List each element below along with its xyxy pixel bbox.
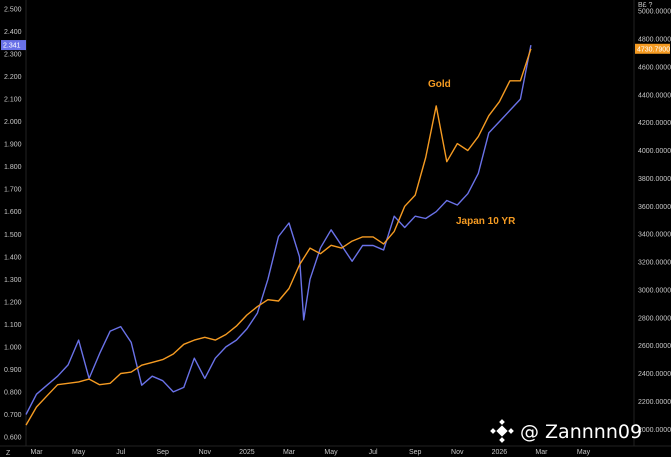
left-tick-label: 0.900 <box>4 367 22 374</box>
right-tick-label: 4200.0000 <box>638 120 671 127</box>
left-tick-label: 0.700 <box>4 412 22 419</box>
x-tick-label: Mar <box>283 449 296 456</box>
left-axis-ticks: 0.600 0.700 0.800 0.900 1.000 1.100 1.200 1.300… <box>4 7 22 442</box>
right-tick-label: 3000.0000 <box>638 287 671 294</box>
x-tick-label: Nov <box>199 449 212 456</box>
watermark-handle: @ Zannnn09 <box>520 421 642 443</box>
left-tick-label: 1.100 <box>4 322 22 329</box>
left-tick-label: 1.300 <box>4 277 22 284</box>
series-line-0 <box>25 44 532 415</box>
left-tick-label: 1.500 <box>4 232 22 239</box>
last-value-badge-0 <box>1 40 26 51</box>
left-tick-label: 2.500 <box>4 7 22 14</box>
last-value-text-1: 4730.7900 <box>637 46 670 53</box>
right-tick-label: 4400.0000 <box>638 92 671 99</box>
left-tick-label: 1.600 <box>4 209 22 216</box>
right-tick-label: 2000.0000 <box>638 427 671 434</box>
right-tick-label: 2600.0000 <box>638 343 671 350</box>
series-labels: Japan 10 YR Gold <box>428 79 516 227</box>
x-tick-label: Sep <box>409 449 422 456</box>
last-value-badges: 2.341 4730.7900 <box>1 40 670 54</box>
left-tick-label: 2.100 <box>4 97 22 104</box>
left-tick-label: 2.300 <box>4 52 22 59</box>
x-tick-label: Mar <box>535 449 548 456</box>
right-tick-label: 3200.0000 <box>638 260 671 267</box>
left-tick-label: 2.200 <box>4 74 22 81</box>
x-tick-label: Nov <box>451 449 464 456</box>
left-tick-label: 1.800 <box>4 164 22 171</box>
right-tick-label: 3600.0000 <box>638 204 671 211</box>
corner-label-bottom-left: Z <box>6 450 11 457</box>
series-lines <box>25 44 532 426</box>
left-tick-label: 1.200 <box>4 299 22 306</box>
x-tick-label: Sep <box>157 449 170 456</box>
x-axis-ticks: Mar May Jul Sep Nov 2025 Mar May Jul Sep Nov 2026 Ma… <box>30 449 590 456</box>
left-tick-label: 1.000 <box>4 344 22 351</box>
right-tick-label: 2400.0000 <box>638 371 671 378</box>
left-tick-label: 1.700 <box>4 187 22 194</box>
right-tick-label: 3400.0000 <box>638 232 671 239</box>
last-value-badge-1 <box>635 43 670 54</box>
x-tick-label: 2025 <box>239 449 255 456</box>
right-tick-label: 4000.0000 <box>638 148 671 155</box>
x-tick-label: 2026 <box>492 449 508 456</box>
right-tick-label: 4600.0000 <box>638 64 671 71</box>
right-tick-label: 3800.0000 <box>638 176 671 183</box>
left-tick-label: 0.600 <box>4 434 22 441</box>
right-tick-label: 4800.0000 <box>638 37 671 44</box>
left-tick-label: 2.400 <box>4 29 22 36</box>
x-tick-label: Jul <box>369 449 378 456</box>
x-tick-label: May <box>324 449 338 456</box>
right-tick-label: 2200.0000 <box>638 399 671 406</box>
left-tick-label: 0.800 <box>4 389 22 396</box>
x-tick-label: May <box>577 449 591 456</box>
left-tick-label: 1.400 <box>4 254 22 261</box>
series-label-1: Gold <box>428 79 451 90</box>
corner-label-top-right: B£ ? <box>638 2 653 9</box>
series-label-0: Japan 10 YR <box>456 216 516 227</box>
left-tick-label: 1.900 <box>4 142 22 149</box>
x-tick-label: Jul <box>116 449 125 456</box>
right-tick-label: 2800.0000 <box>638 315 671 322</box>
right-axis-ticks: 2000.0000 2200.0000 2400.0000 2600.0000 2800… <box>638 9 671 434</box>
x-tick-label: Mar <box>30 449 43 456</box>
x-tick-label: May <box>72 449 86 456</box>
last-value-text-0: 2.341 <box>3 43 21 50</box>
series-line-1 <box>25 48 532 426</box>
right-tick-label: 5000.0000 <box>638 9 671 16</box>
left-tick-label: 2.000 <box>4 119 22 126</box>
